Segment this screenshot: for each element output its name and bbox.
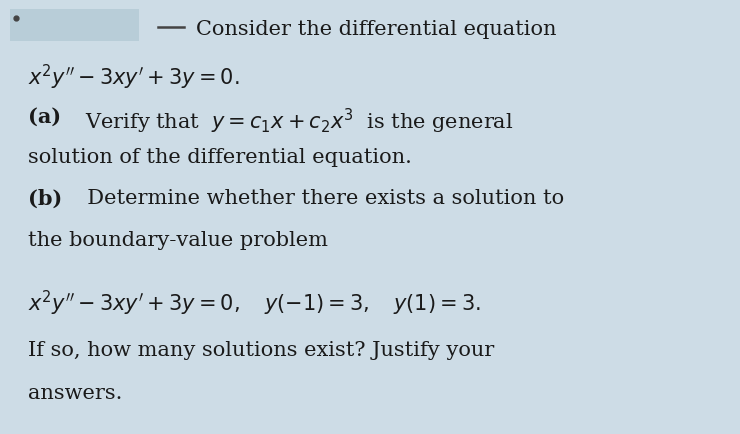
Text: the boundary-value problem: the boundary-value problem bbox=[28, 231, 328, 250]
Text: (a): (a) bbox=[28, 106, 61, 126]
Text: $x^2y'' - 3xy' + 3y = 0, \quad y(-1) = 3, \quad y(1) = 3.$: $x^2y'' - 3xy' + 3y = 0, \quad y(-1) = 3… bbox=[28, 289, 481, 318]
FancyBboxPatch shape bbox=[10, 9, 139, 41]
Text: Consider the differential equation: Consider the differential equation bbox=[196, 20, 556, 39]
Text: solution of the differential equation.: solution of the differential equation. bbox=[28, 148, 412, 168]
Text: If so, how many solutions exist? Justify your: If so, how many solutions exist? Justify… bbox=[28, 341, 494, 360]
Text: $x^2y'' - 3xy' + 3y = 0.$: $x^2y'' - 3xy' + 3y = 0.$ bbox=[28, 63, 240, 92]
Text: answers.: answers. bbox=[28, 384, 123, 403]
Text: Verify that  $y = c_1x + c_2x^3$  is the general: Verify that $y = c_1x + c_2x^3$ is the g… bbox=[73, 106, 514, 135]
Text: Determine whether there exists a solution to: Determine whether there exists a solutio… bbox=[74, 189, 564, 208]
Text: (b): (b) bbox=[28, 189, 62, 209]
